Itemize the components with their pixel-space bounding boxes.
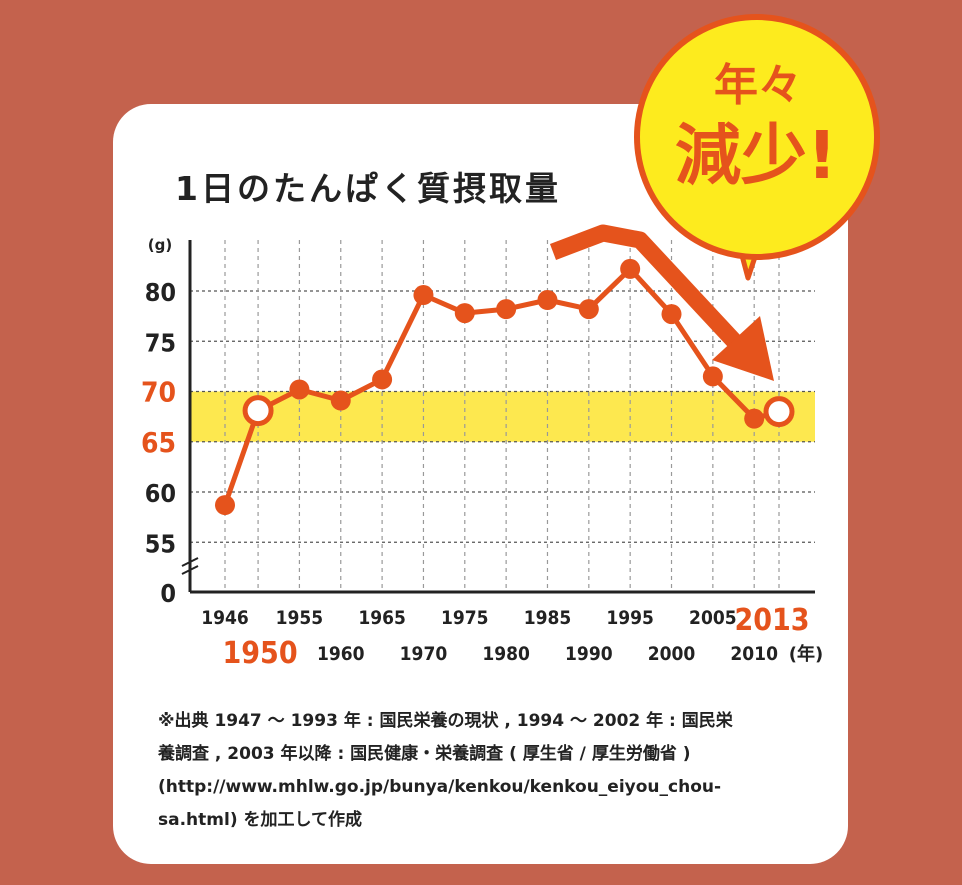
x-tick-label: 1995 — [606, 607, 654, 629]
y-tick-label: 55 — [145, 529, 176, 558]
data-point — [372, 369, 393, 390]
data-point — [496, 299, 517, 320]
x-tick-label: 1990 — [565, 643, 613, 665]
data-point — [537, 290, 558, 311]
x-tick-label: 1970 — [400, 643, 448, 665]
x-tick-label: 1946 — [201, 607, 249, 629]
y-tick-label: 70 — [141, 376, 176, 409]
callout-text-line2: 減少! — [675, 117, 837, 194]
x-axis-unit-label: (年) — [789, 643, 823, 665]
y-tick-label: 65 — [141, 426, 176, 459]
trend-arrow — [549, 224, 755, 362]
y-tick-label: 75 — [145, 328, 176, 357]
x-tick-label: 2000 — [648, 643, 696, 665]
data-point — [744, 408, 765, 429]
x-tick-label: 2010 — [730, 643, 778, 665]
data-point — [413, 285, 434, 306]
callout-tail-cover — [736, 222, 764, 238]
axis-break-mark — [181, 557, 199, 575]
x-tick-label: 1975 — [441, 607, 489, 629]
data-point — [454, 303, 475, 324]
x-tick-label: 2005 — [689, 607, 737, 629]
x-tick-label: 1965 — [358, 607, 406, 629]
y-axis-unit-label: (g) — [148, 236, 172, 254]
x-tick-label: 1950 — [223, 636, 298, 671]
highlight-band-65-70 — [190, 391, 815, 442]
data-point — [330, 390, 351, 411]
source-line: ※出典 1947 〜 1993 年 : 国民栄養の現状 , 1994 〜 200… — [158, 711, 733, 731]
data-point-hollow — [763, 396, 795, 428]
x-tick-label: 2013 — [734, 603, 809, 638]
data-point — [661, 304, 682, 325]
y-tick-label: 60 — [145, 479, 176, 508]
source-line: 養調査 , 2003 年以降 : 国民健康・栄養調査 ( 厚生省 / 厚生労働省… — [158, 744, 691, 764]
data-point-hollow — [242, 395, 274, 427]
chart-title: 1日のたんぱく質摂取量 — [175, 169, 561, 208]
data-point — [289, 379, 310, 400]
x-tick-label: 1985 — [524, 607, 572, 629]
source-line: sa.html) を加工して作成 — [158, 810, 362, 830]
trend-arrowhead — [712, 316, 774, 381]
data-point — [620, 258, 641, 279]
data-point — [578, 299, 599, 320]
x-tick-label: 1955 — [276, 607, 324, 629]
x-tick-label: 1960 — [317, 643, 365, 665]
x-tick-label: 1980 — [482, 643, 530, 665]
y-tick-label: 0 — [160, 579, 176, 608]
y-tick-label: 80 — [145, 278, 176, 307]
source-note: ※出典 1947 〜 1993 年 : 国民栄養の現状 , 1994 〜 200… — [158, 705, 818, 837]
callout-text-line1: 年々 — [714, 60, 802, 111]
callout-bubble — [634, 14, 880, 260]
data-point — [702, 366, 723, 387]
source-line: (http://www.mhlw.go.jp/bunya/kenkou/kenk… — [158, 777, 722, 797]
data-point — [215, 495, 235, 516]
